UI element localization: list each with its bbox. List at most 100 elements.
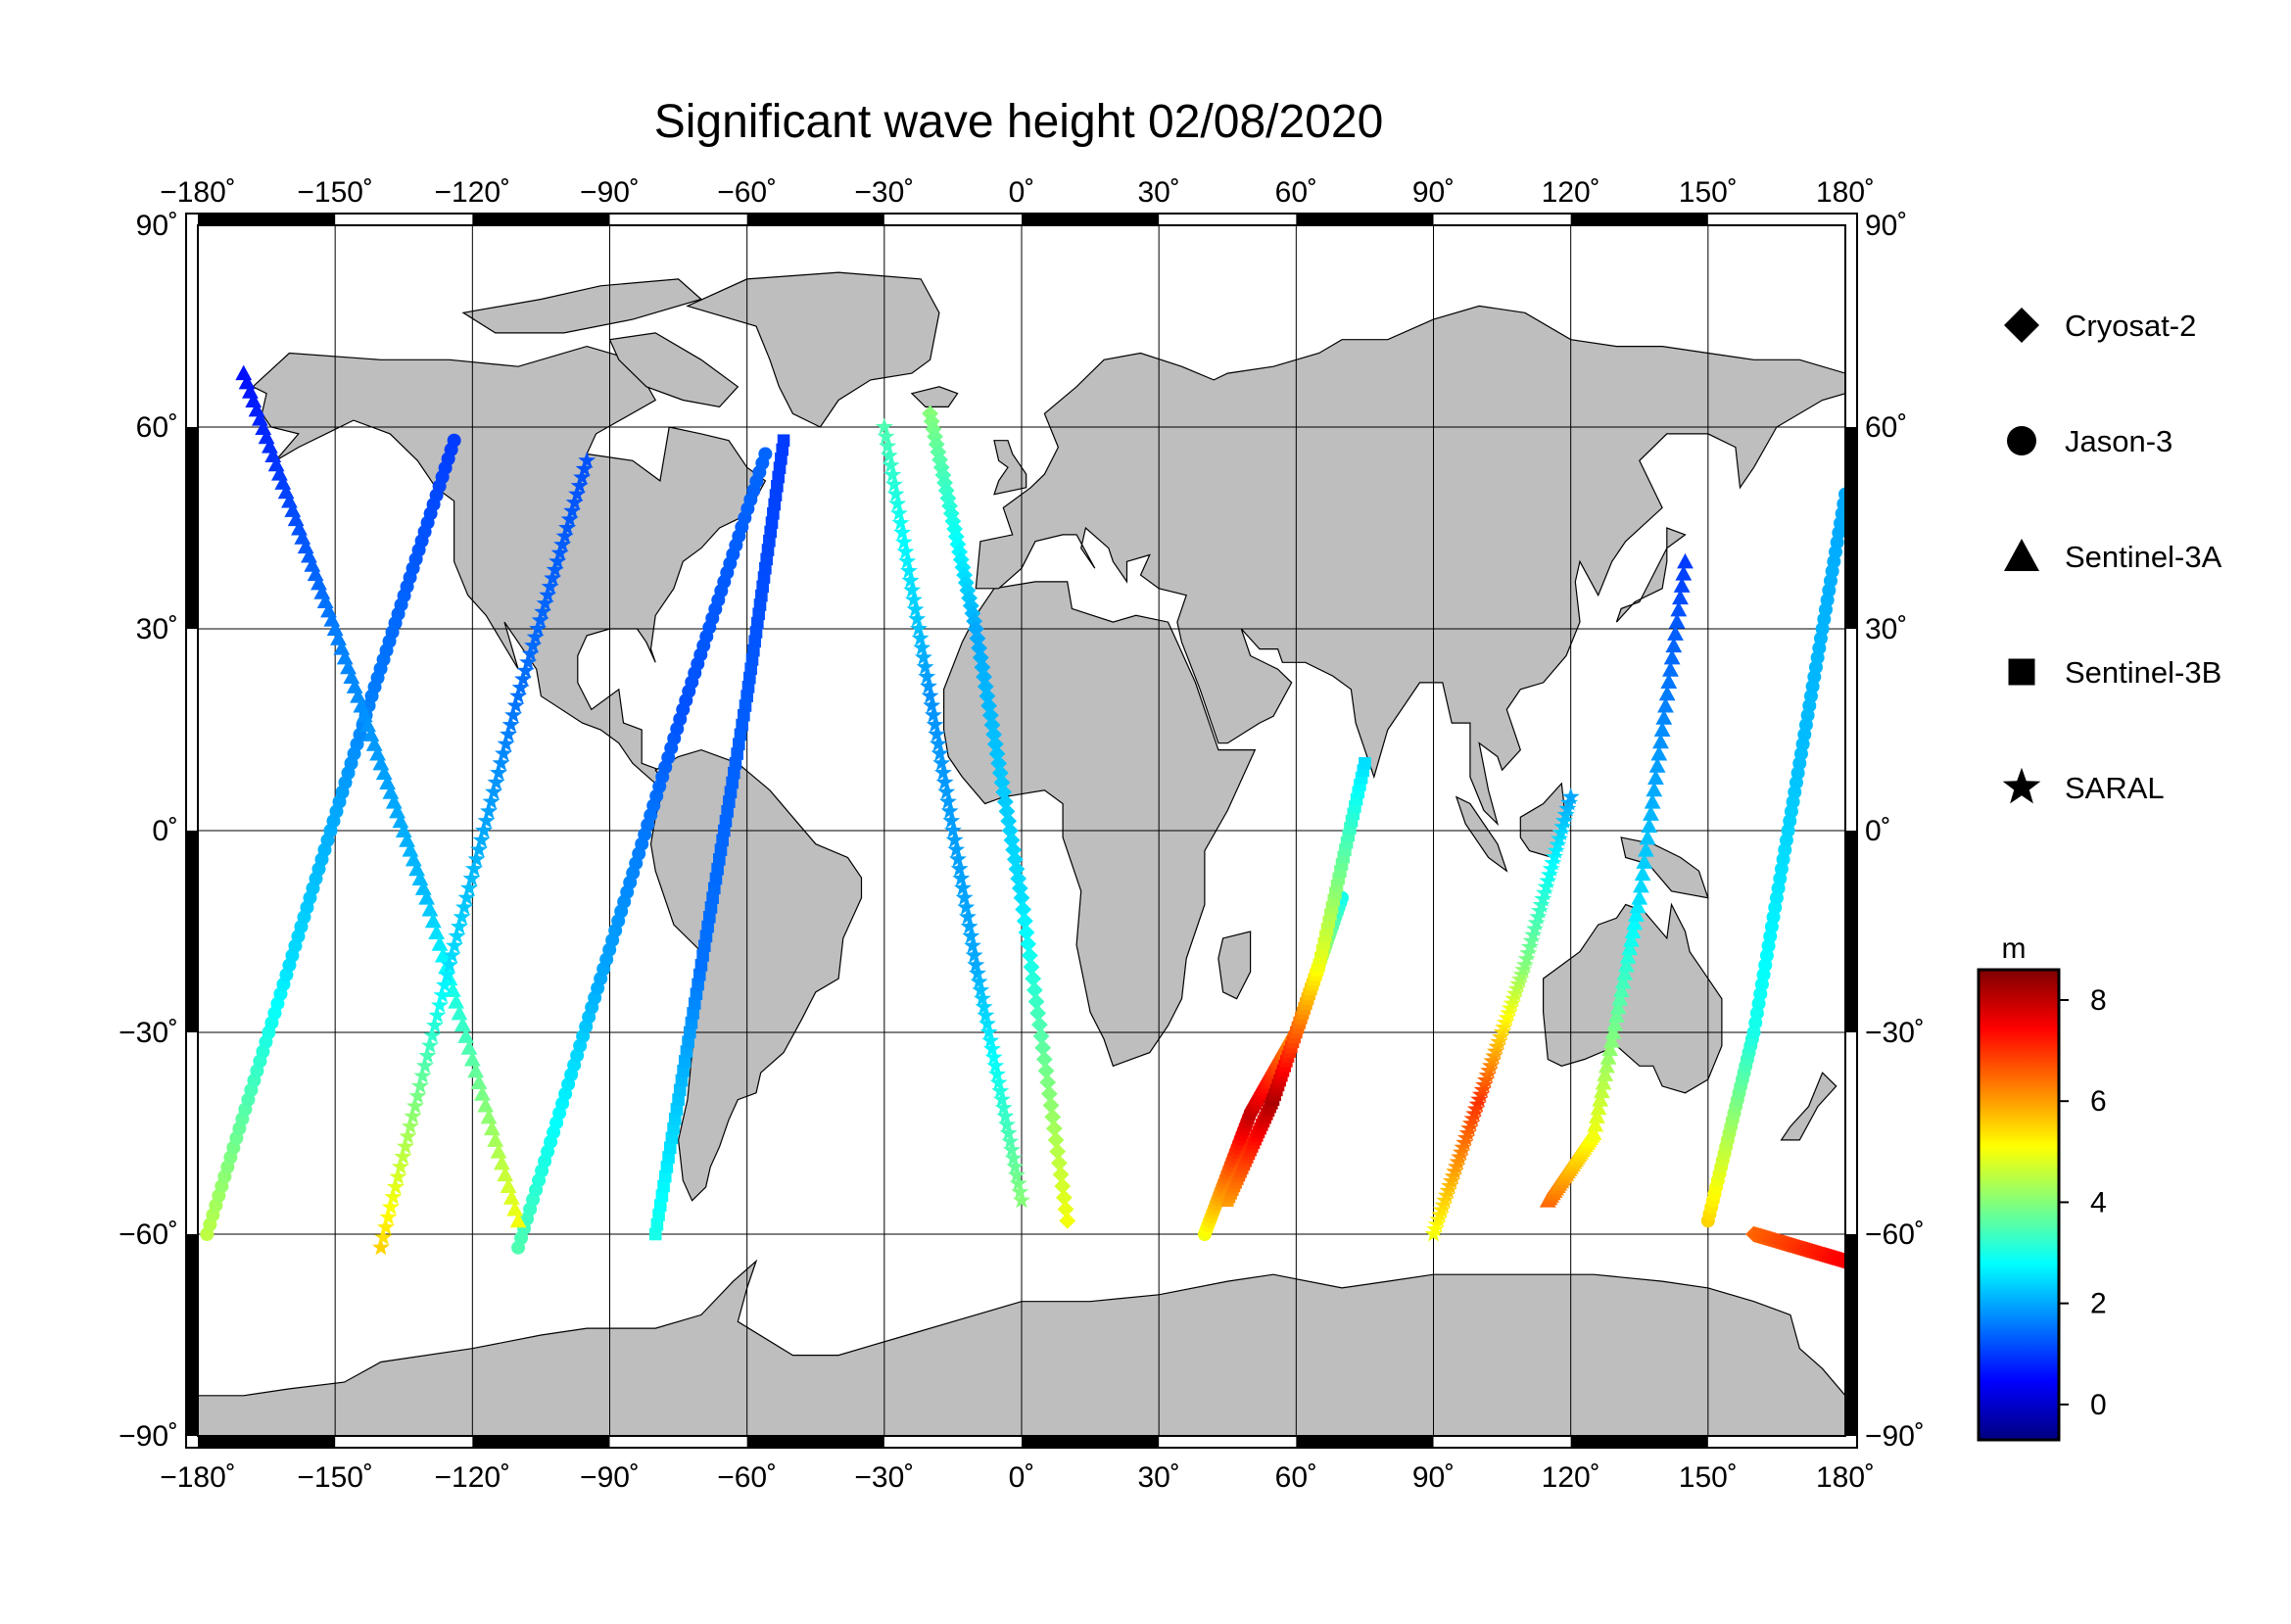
track-point — [384, 1187, 403, 1205]
track-point — [896, 543, 915, 560]
track-point — [677, 1064, 690, 1077]
track-point — [701, 920, 714, 933]
track-point — [401, 1117, 419, 1134]
colorbar-tick-label: 4 — [2090, 1186, 2107, 1218]
track-point — [448, 993, 465, 1009]
track-point — [1612, 981, 1630, 998]
track-point — [1590, 1099, 1607, 1116]
track-point — [472, 831, 491, 848]
track-point — [1553, 817, 1572, 835]
track-point — [416, 1056, 434, 1074]
track-point — [1018, 924, 1035, 941]
track-point — [463, 1051, 481, 1067]
track-point — [1619, 948, 1637, 964]
land-baffin-island — [608, 332, 740, 408]
land-greenland — [686, 271, 940, 428]
lat-tick-label: 30˚ — [1865, 613, 1907, 645]
track-point — [457, 1027, 475, 1043]
track-point — [1539, 872, 1557, 889]
track-point — [451, 1004, 468, 1021]
track-point — [1001, 1132, 1020, 1150]
track-point — [903, 581, 922, 598]
star-icon — [2002, 767, 2041, 804]
track-point — [1011, 880, 1028, 897]
track-point — [1652, 733, 1669, 749]
track-point — [929, 735, 947, 752]
frame-segment — [186, 1234, 198, 1436]
track-point — [697, 939, 711, 953]
track-point — [1604, 1024, 1622, 1039]
track-point — [702, 910, 716, 924]
track-point — [962, 927, 980, 944]
track-point — [738, 708, 750, 722]
track-point — [994, 1098, 1013, 1116]
track-point — [996, 1107, 1015, 1124]
track-point — [921, 687, 939, 704]
track-point — [1667, 625, 1684, 641]
chart-title: Significant wave height 02/08/2020 — [654, 96, 1384, 148]
track-point — [1551, 824, 1570, 841]
track-point — [996, 793, 1014, 810]
lon-tick-label: 180˚ — [1816, 176, 1875, 209]
frame-segment — [1570, 214, 1708, 225]
track-point — [477, 811, 496, 829]
track-point — [563, 502, 582, 519]
track-point — [947, 840, 966, 858]
track-point — [514, 670, 532, 688]
track-point — [546, 560, 564, 578]
lon-tick-label: −60˚ — [717, 1461, 777, 1494]
track-point — [911, 629, 930, 646]
track-point — [446, 936, 463, 954]
track-point — [662, 1151, 675, 1164]
track-point — [1626, 915, 1644, 931]
track-point — [1531, 901, 1549, 919]
track-point — [1020, 935, 1037, 953]
track-point — [998, 1116, 1016, 1133]
track-point — [502, 1189, 520, 1205]
track-point — [410, 1076, 429, 1094]
track-point — [1059, 1212, 1076, 1229]
track-point — [906, 599, 925, 617]
track-point — [473, 1085, 491, 1101]
track-point — [544, 569, 562, 587]
track-point — [668, 1112, 682, 1125]
track-point — [930, 444, 947, 460]
track-point — [436, 976, 453, 993]
track-point — [1003, 1140, 1021, 1158]
track-point — [1643, 805, 1659, 821]
track-point — [675, 1074, 689, 1087]
track-point — [888, 495, 907, 512]
lat-tick-label: −30˚ — [119, 1017, 178, 1049]
track-point — [728, 766, 740, 780]
track-sentinel-3b — [1220, 757, 1371, 1207]
track-point — [726, 776, 739, 789]
track-point — [663, 1141, 677, 1155]
track-point — [904, 591, 923, 608]
track-point — [653, 1199, 667, 1212]
track-point — [1599, 1049, 1617, 1065]
land-japan — [1615, 527, 1687, 623]
track-point — [678, 1055, 692, 1068]
track-point — [1023, 958, 1040, 976]
frame-segment — [1296, 1436, 1434, 1448]
track-point — [1037, 1062, 1055, 1079]
track-point — [560, 510, 579, 528]
track-point — [1602, 1032, 1620, 1048]
lat-tick-label: 0˚ — [1865, 815, 1891, 847]
track-point — [487, 773, 505, 790]
frame-segment — [198, 1436, 336, 1448]
lon-tick-label: −90˚ — [580, 176, 640, 209]
track-point — [716, 834, 729, 847]
track-point — [1047, 1131, 1065, 1149]
map-border — [185, 213, 1858, 1449]
track-point — [1027, 993, 1045, 1011]
track-point — [423, 1027, 442, 1044]
track-point — [447, 433, 461, 448]
track-point — [1655, 709, 1673, 725]
track-point — [1034, 1039, 1052, 1057]
track-point — [1040, 1085, 1058, 1103]
lon-tick-label: −180˚ — [160, 176, 236, 209]
track-point — [1010, 870, 1027, 887]
track-point — [536, 594, 554, 611]
track-point — [667, 1122, 680, 1135]
